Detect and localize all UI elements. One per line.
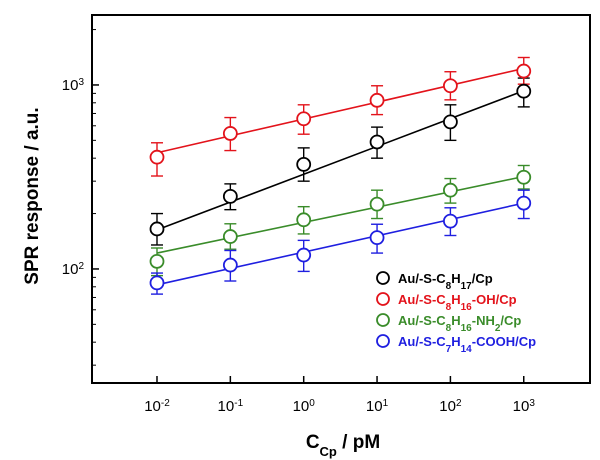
point-series-2-1 [222,229,238,244]
point-series-3-5 [516,195,532,211]
point-series-0-0 [149,221,165,237]
point-series-1-2 [296,111,312,127]
x-tick-label-5: 103 [513,398,536,416]
legend-marker-2 [376,313,390,327]
point-series-2-0 [149,253,165,269]
point-series-1-4 [443,78,458,94]
point-series-0-4 [443,114,458,130]
x-tick-label-0: 10-2 [144,398,170,416]
point-series-2-4 [443,182,458,198]
legend-marker-3 [376,334,390,348]
point-series-3-3 [369,230,385,246]
x-tick-label-3: 101 [366,398,389,416]
legend-marker-1 [376,292,390,306]
point-series-3-0 [149,275,165,291]
y-axis-title: SPR response / a.u. [22,107,43,284]
point-series-2-2 [296,212,312,228]
legend-label-0: Au/-S-C8H17/Cp [398,271,493,292]
point-series-2-3 [369,196,385,212]
legend-marker-0 [376,271,390,285]
plot-frame [91,14,591,384]
error-bars [150,56,530,295]
svg-text:SPR response / a.u.: SPR response / a.u. [22,107,43,284]
fit-line-series-3 [156,202,524,286]
fit-line-series-2 [156,175,524,254]
legend: Au/-S-C8H17/CpAu/-S-C8H16-OH/CpAu/-S-C8H… [376,271,536,355]
y-tick-label-1: 103 [62,76,85,94]
legend-label-1: Au/-S-C8H16-OH/Cp [398,292,517,313]
fit-lines [156,67,525,286]
data-points [149,63,532,291]
point-series-1-0 [149,149,165,165]
x-axis-title: CCp / pM [306,432,380,459]
point-series-3-1 [222,257,238,273]
point-series-3-4 [443,213,458,229]
x-tick-label-2: 100 [293,398,316,416]
point-series-0-1 [222,188,238,204]
point-series-0-5 [516,83,532,99]
fit-line-series-1 [156,67,524,154]
point-series-1-5 [516,63,532,79]
point-series-1-1 [222,126,238,141]
point-series-2-5 [516,169,532,185]
x-tick-label-4: 102 [439,398,462,416]
axis-ticks: 10-2 10-1 100 101 102 103 102 103 [62,29,536,416]
point-series-0-3 [369,134,385,150]
point-series-3-2 [296,247,312,263]
fit-line-series-0 [156,90,525,231]
x-tick-label-1: 10-1 [218,398,244,416]
y-tick-label-0: 102 [62,260,85,278]
point-series-0-2 [296,157,312,172]
point-series-1-3 [369,92,385,108]
legend-label-3: Au/-S-C7H14-COOH/Cp [398,334,536,355]
legend-label-2: Au/-S-C8H16-NH2/Cp [398,313,521,334]
